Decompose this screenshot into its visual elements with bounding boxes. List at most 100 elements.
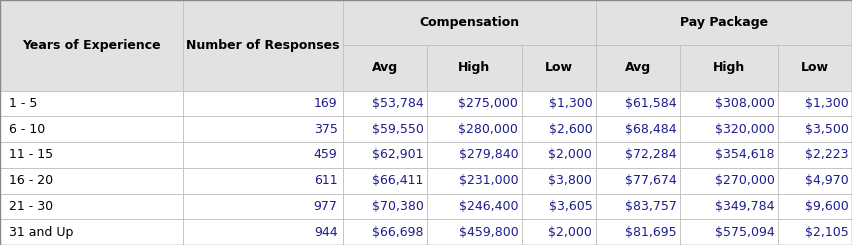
Bar xyxy=(521,116,596,142)
Bar xyxy=(680,194,778,219)
Bar xyxy=(596,168,680,194)
Text: $66,411: $66,411 xyxy=(372,174,423,187)
Bar xyxy=(183,91,343,116)
Text: $246,400: $246,400 xyxy=(458,200,518,213)
Bar xyxy=(343,142,427,168)
Bar xyxy=(778,116,852,142)
Bar xyxy=(183,0,343,91)
Bar xyxy=(778,219,852,245)
Text: $59,550: $59,550 xyxy=(371,123,423,136)
Bar xyxy=(343,194,427,219)
Text: Avg: Avg xyxy=(625,61,651,74)
Text: $2,600: $2,600 xyxy=(549,123,592,136)
Bar xyxy=(521,219,596,245)
Bar xyxy=(596,0,852,45)
Bar xyxy=(596,45,680,91)
Bar xyxy=(343,116,427,142)
Bar xyxy=(778,168,852,194)
Text: $66,698: $66,698 xyxy=(372,226,423,239)
Text: 375: 375 xyxy=(314,123,337,136)
Bar xyxy=(183,219,343,245)
Text: $1,300: $1,300 xyxy=(805,97,849,110)
Bar xyxy=(680,168,778,194)
Text: $320,000: $320,000 xyxy=(715,123,774,136)
Bar xyxy=(343,91,427,116)
Bar xyxy=(0,168,183,194)
Bar xyxy=(680,45,778,91)
Text: $279,840: $279,840 xyxy=(458,148,518,161)
Bar xyxy=(183,194,343,219)
Bar xyxy=(183,142,343,168)
Text: $68,484: $68,484 xyxy=(625,123,676,136)
Text: $77,674: $77,674 xyxy=(625,174,676,187)
Text: $2,000: $2,000 xyxy=(549,148,592,161)
Bar xyxy=(778,45,852,91)
Text: $275,000: $275,000 xyxy=(458,97,518,110)
Text: 977: 977 xyxy=(314,200,337,213)
Bar xyxy=(596,116,680,142)
Bar xyxy=(0,91,183,116)
Text: 16 - 20: 16 - 20 xyxy=(9,174,53,187)
Bar xyxy=(183,168,343,194)
Bar xyxy=(521,45,596,91)
Bar xyxy=(521,168,596,194)
Bar xyxy=(343,219,427,245)
Bar xyxy=(680,116,778,142)
Bar xyxy=(183,116,343,142)
Bar xyxy=(596,142,680,168)
Text: Pay Package: Pay Package xyxy=(680,16,768,29)
Bar xyxy=(778,142,852,168)
Text: $4,970: $4,970 xyxy=(805,174,849,187)
Bar xyxy=(596,219,680,245)
Text: 611: 611 xyxy=(314,174,337,187)
Text: 169: 169 xyxy=(314,97,337,110)
Text: $349,784: $349,784 xyxy=(715,200,774,213)
Bar xyxy=(778,194,852,219)
Bar xyxy=(0,116,183,142)
Text: $81,695: $81,695 xyxy=(625,226,676,239)
Text: Compensation: Compensation xyxy=(419,16,519,29)
Bar xyxy=(680,219,778,245)
Text: $1,300: $1,300 xyxy=(549,97,592,110)
Bar xyxy=(427,194,521,219)
Text: $3,500: $3,500 xyxy=(805,123,849,136)
Bar xyxy=(521,91,596,116)
Bar xyxy=(343,168,427,194)
Text: Number of Responses: Number of Responses xyxy=(186,39,340,52)
Bar xyxy=(0,194,183,219)
Bar xyxy=(0,0,183,91)
Text: 31 and Up: 31 and Up xyxy=(9,226,73,239)
Bar xyxy=(427,168,521,194)
Text: Years of Experience: Years of Experience xyxy=(22,39,161,52)
Text: $270,000: $270,000 xyxy=(715,174,774,187)
Text: $9,600: $9,600 xyxy=(805,200,849,213)
Text: 11 - 15: 11 - 15 xyxy=(9,148,53,161)
Bar xyxy=(521,142,596,168)
Bar xyxy=(778,91,852,116)
Text: 21 - 30: 21 - 30 xyxy=(9,200,53,213)
Text: $3,605: $3,605 xyxy=(549,200,592,213)
Text: Avg: Avg xyxy=(371,61,398,74)
Text: Low: Low xyxy=(801,61,829,74)
Text: $61,584: $61,584 xyxy=(625,97,676,110)
Text: 944: 944 xyxy=(314,226,337,239)
Text: Low: Low xyxy=(544,61,573,74)
Text: $231,000: $231,000 xyxy=(458,174,518,187)
Text: High: High xyxy=(713,61,746,74)
Bar xyxy=(521,194,596,219)
Text: High: High xyxy=(458,61,491,74)
Text: $70,380: $70,380 xyxy=(371,200,423,213)
Text: $2,223: $2,223 xyxy=(805,148,849,161)
Bar xyxy=(343,0,596,45)
Text: 1 - 5: 1 - 5 xyxy=(9,97,37,110)
Bar xyxy=(0,219,183,245)
Text: 6 - 10: 6 - 10 xyxy=(9,123,45,136)
Text: $354,618: $354,618 xyxy=(715,148,774,161)
Bar xyxy=(427,91,521,116)
Bar xyxy=(427,116,521,142)
Bar xyxy=(680,142,778,168)
Bar xyxy=(343,45,427,91)
Bar xyxy=(0,142,183,168)
Bar xyxy=(596,91,680,116)
Bar xyxy=(680,91,778,116)
